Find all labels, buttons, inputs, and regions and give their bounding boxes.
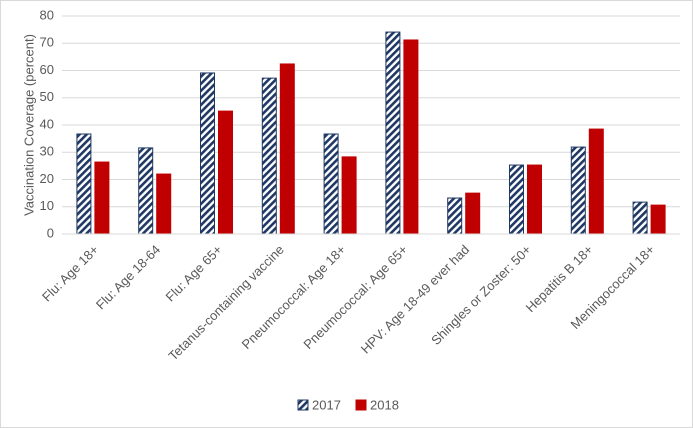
y-tick-label: 80 bbox=[40, 7, 54, 22]
y-tick-label: 50 bbox=[40, 89, 54, 104]
bar bbox=[138, 147, 154, 235]
bar bbox=[323, 133, 339, 235]
y-tick-label: 70 bbox=[40, 35, 54, 50]
legend-swatch bbox=[297, 399, 309, 411]
bar bbox=[447, 197, 463, 235]
y-tick-label: 60 bbox=[40, 62, 54, 77]
y-tick-label: 0 bbox=[47, 225, 54, 240]
bar bbox=[279, 63, 295, 235]
bar bbox=[509, 164, 524, 235]
legend-label: 2018 bbox=[370, 397, 399, 412]
bar bbox=[156, 173, 172, 235]
legend-swatch bbox=[355, 399, 367, 411]
bar bbox=[200, 72, 215, 235]
bar bbox=[527, 164, 542, 235]
bar bbox=[632, 201, 648, 235]
y-tick-label: 40 bbox=[40, 116, 54, 131]
bar bbox=[261, 77, 277, 235]
y-axis-label: Vaccination Coverage (percent) bbox=[21, 34, 36, 216]
bar bbox=[94, 161, 110, 235]
bar bbox=[570, 146, 586, 235]
bar bbox=[465, 192, 481, 235]
bar bbox=[385, 31, 401, 235]
bar bbox=[218, 110, 233, 235]
legend-label: 2017 bbox=[312, 397, 341, 412]
bar bbox=[403, 39, 419, 235]
y-tick-label: 30 bbox=[40, 144, 54, 159]
bar bbox=[76, 133, 92, 235]
y-tick-label: 10 bbox=[40, 198, 54, 213]
bar bbox=[588, 128, 604, 235]
bar bbox=[650, 204, 666, 235]
bar bbox=[341, 156, 357, 235]
y-tick-label: 20 bbox=[40, 171, 54, 186]
